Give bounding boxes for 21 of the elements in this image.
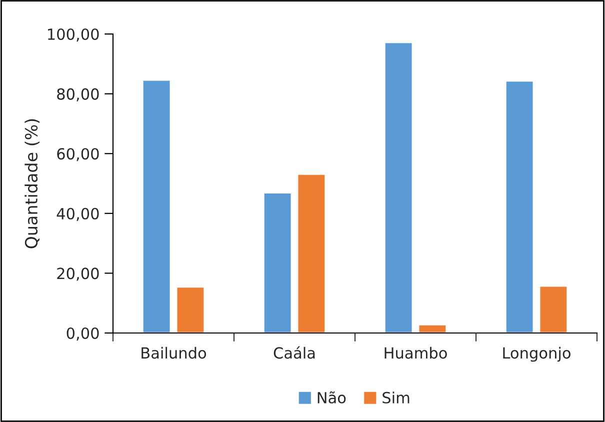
legend-label: Sim <box>382 392 410 404</box>
y-tick-label: 0,00 <box>66 327 99 341</box>
y-tick-label: 60,00 <box>57 148 99 162</box>
bar <box>262 192 292 333</box>
x-tick-label: Bailundo <box>142 346 206 359</box>
x-tick-label: Longonjo <box>503 346 570 362</box>
y-tick-label: 100,00 <box>48 28 99 42</box>
y-tick-label: 40,00 <box>56 208 99 221</box>
bar <box>504 80 534 333</box>
bar <box>418 324 448 333</box>
y-tick-label: 80,00 <box>57 88 99 102</box>
bar <box>538 285 568 333</box>
y-axis-title: Quantidade (%) <box>24 119 40 248</box>
bar <box>384 42 414 333</box>
y-tick-label: 20,00 <box>57 268 99 281</box>
bar <box>296 174 326 333</box>
x-tick-label: Huambo <box>384 346 447 359</box>
legend-label: Não <box>318 391 346 404</box>
x-tick-label: Caála <box>274 346 315 359</box>
bar <box>142 79 172 333</box>
bar <box>176 286 206 333</box>
